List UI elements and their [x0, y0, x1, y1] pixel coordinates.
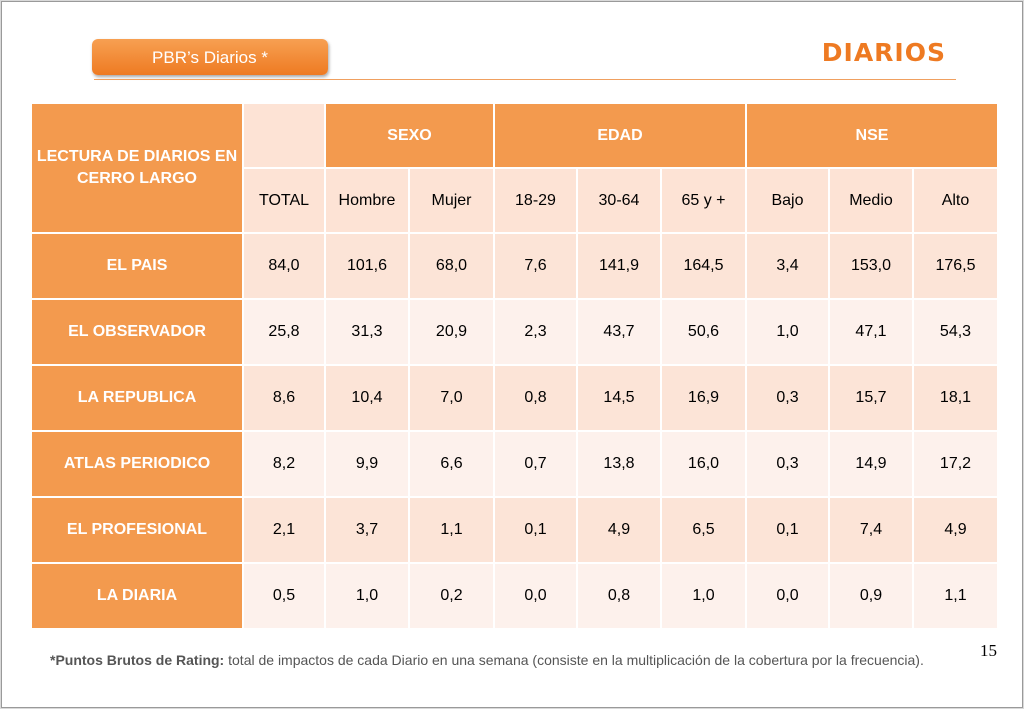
- table-cell: 6,6: [410, 432, 493, 496]
- column-header-alto: Alto: [914, 169, 997, 232]
- table-cell: 47,1: [830, 300, 912, 364]
- table-cell: 2,1: [244, 498, 324, 562]
- table-cell: 16,9: [662, 366, 745, 430]
- table-cell: 1,0: [326, 564, 408, 628]
- column-header-65-plus: 65 y +: [662, 169, 745, 232]
- table-cell: 101,6: [326, 234, 408, 298]
- column-header-18-29: 18-29: [495, 169, 576, 232]
- table-row: LA DIARIA 0,5 1,0 0,2 0,0 0,8 1,0 0,0 0,9 1,1: [32, 564, 997, 628]
- table-cell: 9,9: [326, 432, 408, 496]
- table-cell: 164,5: [662, 234, 745, 298]
- table-cell: 10,4: [326, 366, 408, 430]
- table-cell: 0,9: [830, 564, 912, 628]
- table-cell: 1,1: [410, 498, 493, 562]
- page-number: 15: [980, 641, 997, 660]
- table-cell: 3,7: [326, 498, 408, 562]
- table-cell: 8,6: [244, 366, 324, 430]
- row-label: EL PAIS: [32, 234, 242, 298]
- table-cell: 7,6: [495, 234, 576, 298]
- table-cell: 68,0: [410, 234, 493, 298]
- table-cell: 13,8: [578, 432, 660, 496]
- table-cell: 14,5: [578, 366, 660, 430]
- table-cell: 6,5: [662, 498, 745, 562]
- group-header-sexo: SEXO: [326, 104, 493, 167]
- table-cell: 0,2: [410, 564, 493, 628]
- table-cell: 0,1: [495, 498, 576, 562]
- table-cell: 17,2: [914, 432, 997, 496]
- readership-table: LECTURA DE DIARIOS EN CERRO LARGO SEXO E…: [30, 102, 999, 630]
- group-header-nse: NSE: [747, 104, 997, 167]
- table-cell: 0,7: [495, 432, 576, 496]
- column-header-medio: Medio: [830, 169, 912, 232]
- table-cell: 153,0: [830, 234, 912, 298]
- table-cell: 31,3: [326, 300, 408, 364]
- table-row: EL PAIS 84,0 101,6 68,0 7,6 141,9 164,5 3,4 153,…: [32, 234, 997, 298]
- footnote-text: total de impactos de cada Diario en una …: [224, 652, 924, 668]
- page-title: DIARIOS: [821, 38, 946, 67]
- header-blank-cell: [244, 104, 324, 167]
- table-cell: 8,2: [244, 432, 324, 496]
- table-cell: 54,3: [914, 300, 997, 364]
- table-cell: 0,3: [747, 432, 828, 496]
- row-label: EL OBSERVADOR: [32, 300, 242, 364]
- table-cell: 1,0: [747, 300, 828, 364]
- table-cell: 176,5: [914, 234, 997, 298]
- table-cell: 3,4: [747, 234, 828, 298]
- table-cell: 0,5: [244, 564, 324, 628]
- table-cell: 0,1: [747, 498, 828, 562]
- table-cell: 4,9: [914, 498, 997, 562]
- section-pill: PBR’s Diarios *: [92, 39, 328, 75]
- table-cell: 50,6: [662, 300, 745, 364]
- column-header-30-64: 30-64: [578, 169, 660, 232]
- table-cell: 0,8: [578, 564, 660, 628]
- column-header-mujer: Mujer: [410, 169, 493, 232]
- table-cell: 84,0: [244, 234, 324, 298]
- table-cell: 0,3: [747, 366, 828, 430]
- table-cell: 141,9: [578, 234, 660, 298]
- group-header-edad: EDAD: [495, 104, 745, 167]
- table-cell: 18,1: [914, 366, 997, 430]
- table-row: LA REPUBLICA 8,6 10,4 7,0 0,8 14,5 16,9 0,3 15,7…: [32, 366, 997, 430]
- column-header-hombre: Hombre: [326, 169, 408, 232]
- column-header-total: TOTAL: [244, 169, 324, 232]
- table-cell: 20,9: [410, 300, 493, 364]
- row-label: ATLAS PERIODICO: [32, 432, 242, 496]
- corner-label: LECTURA DE DIARIOS EN CERRO LARGO: [32, 104, 242, 232]
- table-row: ATLAS PERIODICO 8,2 9,9 6,6 0,7 13,8 16,0 0,3 14…: [32, 432, 997, 496]
- table-row: EL OBSERVADOR 25,8 31,3 20,9 2,3 43,7 50,6 1,0 4…: [32, 300, 997, 364]
- table-cell: 25,8: [244, 300, 324, 364]
- table-cell: 1,1: [914, 564, 997, 628]
- row-label: LA DIARIA: [32, 564, 242, 628]
- header-divider: [94, 79, 956, 80]
- table-cell: 0,0: [495, 564, 576, 628]
- column-header-bajo: Bajo: [747, 169, 828, 232]
- table-cell: 0,0: [747, 564, 828, 628]
- table-cell: 4,9: [578, 498, 660, 562]
- table-body: EL PAIS 84,0 101,6 68,0 7,6 141,9 164,5 3,4 153,…: [32, 234, 997, 628]
- table-cell: 1,0: [662, 564, 745, 628]
- table-cell: 0,8: [495, 366, 576, 430]
- table-cell: 16,0: [662, 432, 745, 496]
- table-cell: 43,7: [578, 300, 660, 364]
- footnote: *Puntos Brutos de Rating: total de impac…: [50, 651, 970, 669]
- table-cell: 2,3: [495, 300, 576, 364]
- table-row: EL PROFESIONAL 2,1 3,7 1,1 0,1 4,9 6,5 0,1 7,4 4,…: [32, 498, 997, 562]
- row-label: EL PROFESIONAL: [32, 498, 242, 562]
- table-cell: 7,0: [410, 366, 493, 430]
- footnote-term: *Puntos Brutos de Rating:: [50, 652, 225, 668]
- table-cell: 14,9: [830, 432, 912, 496]
- row-label: LA REPUBLICA: [32, 366, 242, 430]
- table-cell: 15,7: [830, 366, 912, 430]
- table-cell: 7,4: [830, 498, 912, 562]
